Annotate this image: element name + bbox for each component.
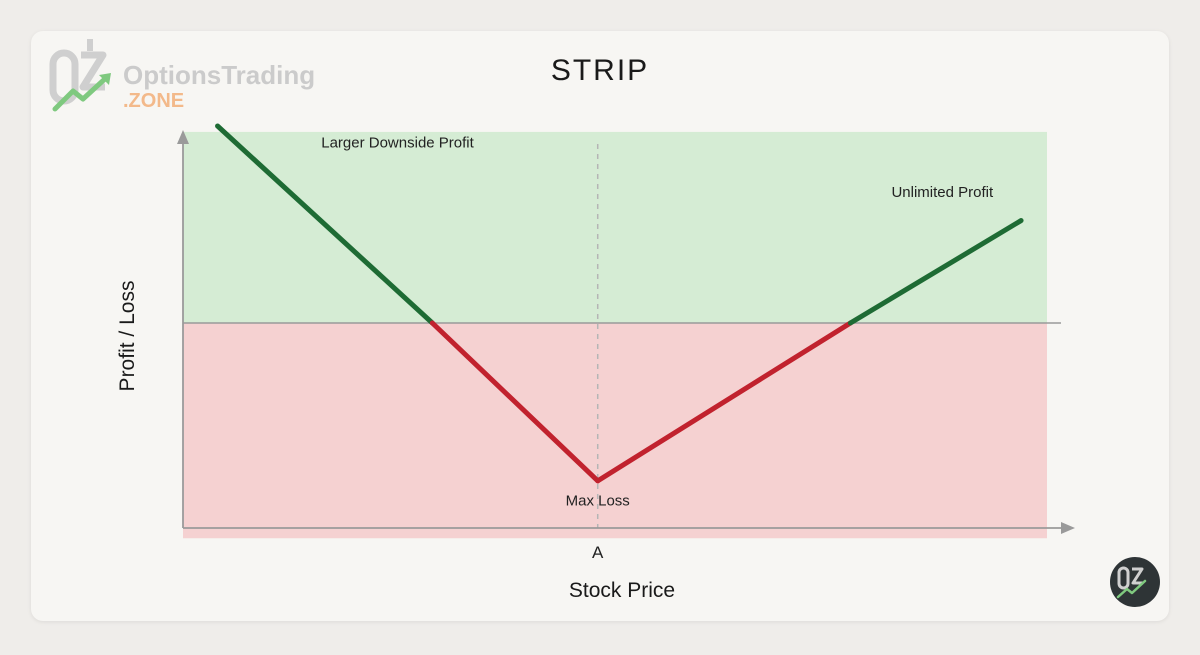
chart-card: OptionsTrading .ZONE STRIP Larger Downsi… xyxy=(31,31,1169,621)
payoff-profit-segment xyxy=(847,218,1024,326)
badge-logo-icon xyxy=(1110,557,1160,607)
profit-region xyxy=(183,131,1047,323)
logo-icon xyxy=(49,39,111,112)
x-axis-label: Stock Price xyxy=(569,579,675,602)
annotation-downside-profit: Larger Downside Profit xyxy=(321,135,474,152)
payoff-series xyxy=(215,123,1024,484)
logo-zone: .ZONE xyxy=(123,90,184,112)
payoff-profit-segment xyxy=(215,123,435,326)
x-axis-arrow-icon xyxy=(1061,522,1075,534)
chart-canvas: OptionsTrading .ZONE STRIP Larger Downsi… xyxy=(49,39,1160,607)
loss-region xyxy=(183,323,1047,539)
payoff-loss-segment xyxy=(429,320,601,484)
chart-title: STRIP xyxy=(551,54,649,87)
payoff-loss-segment xyxy=(595,320,853,484)
logo-name: OptionsTrading xyxy=(123,60,315,90)
annotation-max-loss: Max Loss xyxy=(566,492,630,509)
y-axis-label: Profit / Loss xyxy=(116,281,139,392)
y-axis-arrow-icon xyxy=(177,130,189,144)
annotation-unlimited-profit: Unlimited Profit xyxy=(891,184,994,201)
x-tick-label: A xyxy=(592,543,604,562)
